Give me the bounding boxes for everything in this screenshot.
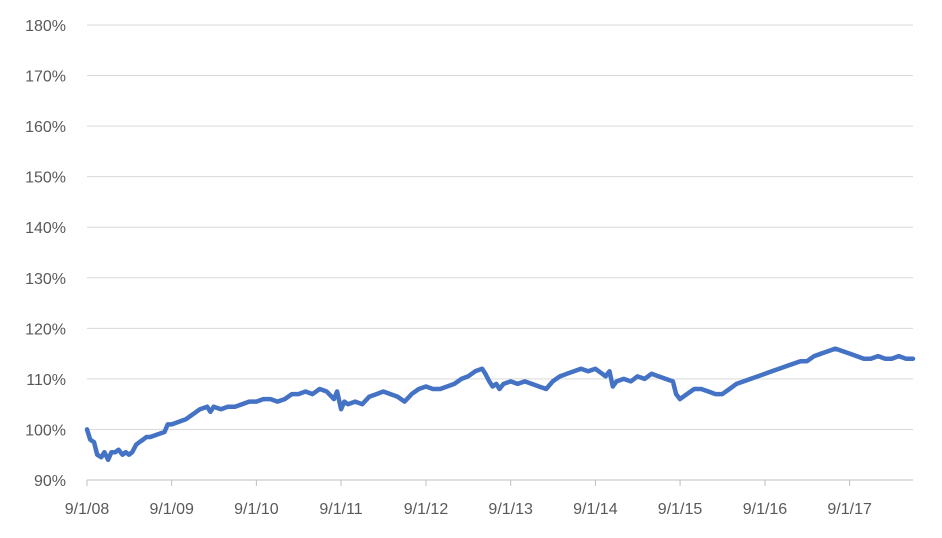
x-tick-label: 9/1/13 xyxy=(488,501,533,518)
x-tick-label: 9/1/10 xyxy=(234,501,279,518)
x-tick-label: 9/1/11 xyxy=(319,501,362,518)
series-layer xyxy=(84,346,916,463)
x-tick-label: 9/1/12 xyxy=(404,501,449,518)
y-tick-label: 90% xyxy=(34,473,66,490)
y-tick-label: 170% xyxy=(25,69,66,86)
y-tick-label: 160% xyxy=(25,119,66,136)
y-tick-label: 120% xyxy=(25,321,66,338)
x-tick-label: 9/1/17 xyxy=(827,501,872,518)
y-tick-label: 150% xyxy=(25,170,66,187)
y-tick-label: 100% xyxy=(25,422,66,439)
y-tick-label: 110% xyxy=(26,372,66,389)
y-axis-ticks: 90% 100% 110% 120% 130% 140% 150% 160% 170% 180% xyxy=(25,18,66,490)
x-tick-label: 9/1/09 xyxy=(149,501,194,518)
x-tick-label: 9/1/15 xyxy=(658,501,703,518)
y-tick-label: 180% xyxy=(25,18,66,35)
x-axis: 9/1/08 9/1/09 9/1/10 9/1/11 9/1/12 9/1/13 9/1/… xyxy=(65,480,872,518)
series-line xyxy=(84,346,916,463)
gridlines xyxy=(87,24,913,481)
y-tick-label: 140% xyxy=(25,220,66,237)
x-tick-label: 9/1/16 xyxy=(743,501,788,518)
x-tick-label: 9/1/08 xyxy=(65,501,110,518)
y-tick-label: 130% xyxy=(25,271,66,288)
x-tick-label: 9/1/14 xyxy=(573,501,618,518)
